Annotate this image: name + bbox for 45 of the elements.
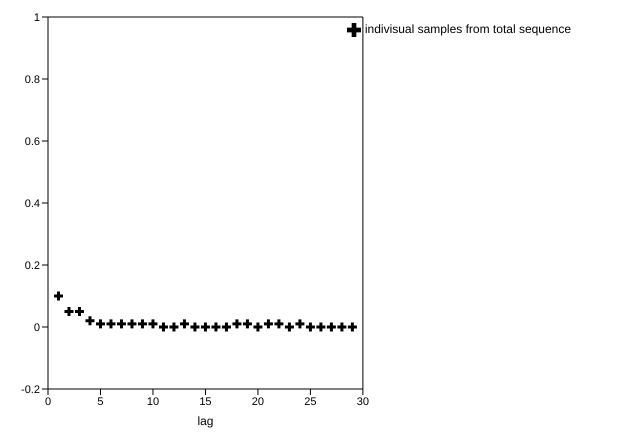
x-tick-label: 25 [304, 396, 317, 408]
point [337, 322, 346, 332]
y-tick-label: 0.8 [24, 74, 40, 86]
point [96, 319, 105, 328]
point [348, 322, 357, 332]
point [158, 322, 168, 332]
point [264, 319, 273, 328]
y-tick-label: 0 [34, 322, 40, 334]
legend-label: indivisual samples from total sequence [364, 22, 571, 36]
point [326, 322, 336, 332]
point [180, 319, 189, 328]
x-tick-label: 20 [252, 396, 264, 408]
y-tick-label: -0.2 [21, 384, 40, 396]
point [106, 319, 116, 328]
point [138, 319, 147, 328]
point [222, 322, 231, 332]
point [253, 322, 262, 332]
point [116, 319, 126, 328]
point [316, 322, 326, 332]
point [306, 322, 315, 332]
point [242, 319, 252, 328]
point [190, 322, 200, 332]
point [274, 319, 284, 328]
point [232, 319, 242, 328]
x-tick-label: 0 [44, 396, 52, 408]
point [169, 322, 178, 332]
point [127, 319, 136, 328]
point [54, 292, 63, 300]
y-tick-label: 1 [34, 12, 40, 24]
y-tick-label: 0.4 [24, 198, 40, 210]
point [74, 307, 84, 316]
point [200, 322, 210, 332]
point [148, 319, 158, 328]
x-tick-label: 5 [97, 396, 104, 408]
point [211, 322, 220, 332]
x-tick-label: 15 [199, 396, 212, 408]
x-tick-label: 10 [146, 396, 160, 408]
point [284, 322, 294, 332]
point [85, 316, 94, 326]
x-tick-label: 30 [356, 396, 370, 408]
x-axis-title: lag [197, 414, 214, 428]
y-tick-label: 0.2 [24, 260, 40, 272]
point [295, 319, 304, 328]
point [64, 307, 74, 316]
y-tick-label: 0.6 [24, 136, 40, 148]
